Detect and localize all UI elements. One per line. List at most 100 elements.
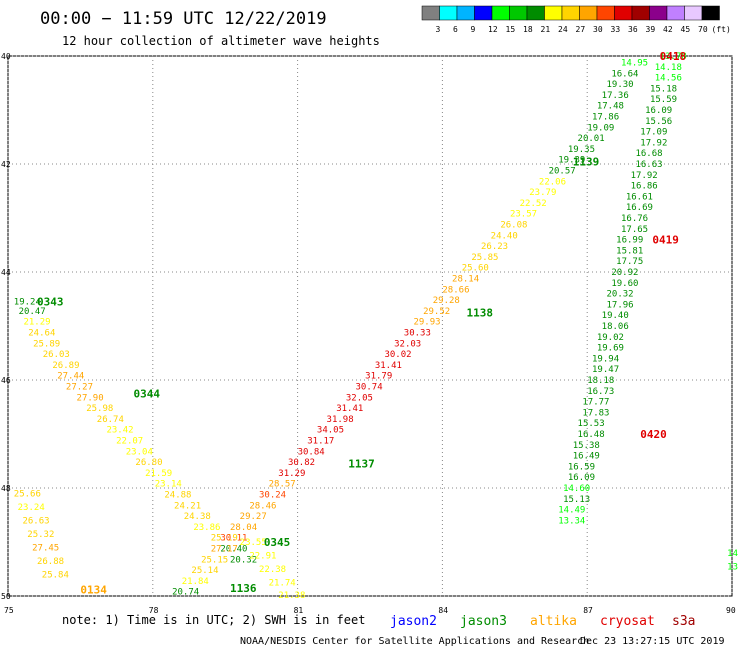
swh-value: 19.69: [597, 344, 624, 354]
colorbar-tick-label: 39: [646, 25, 656, 34]
swh-value: 23.24: [18, 503, 45, 513]
pass-id-label: 0134: [80, 584, 107, 597]
satellite-legend-jason3: jason3: [460, 614, 507, 629]
swh-value: 23.57: [510, 210, 537, 220]
swh-value: 25.15: [201, 555, 228, 565]
swh-value: 25.19: [211, 534, 238, 544]
y-tick-label: 40: [1, 52, 11, 61]
colorbar-tick-label: 33: [611, 25, 621, 34]
colorbar-tick-label: 21: [541, 25, 551, 34]
swh-value: 26.88: [37, 557, 64, 567]
swh-value: 25.66: [14, 489, 41, 499]
pass-id-label: 0344: [133, 388, 160, 401]
swh-value: 20.32: [230, 555, 257, 565]
swh-value: 27.90: [77, 393, 104, 403]
credit-left: NOAA/NESDIS Center for Satellite Applica…: [240, 636, 589, 647]
swh-value: 14.95: [621, 58, 648, 68]
swh-value: 17.83: [582, 408, 609, 418]
chart-subtitle: 12 hour collection of altimeter wave hei…: [62, 34, 380, 48]
swh-value: 31.29: [278, 469, 305, 479]
swh-value: 14.60: [563, 484, 590, 494]
swh-value: 34.05: [317, 426, 344, 436]
swh-value: 19.40: [602, 311, 629, 321]
swh-value: 15.59: [650, 95, 677, 105]
swh-value: 30.33: [404, 328, 431, 338]
swh-value: 21.59: [145, 469, 172, 479]
colorbar-unit-label: (ft): [712, 25, 731, 34]
swh-value: 17.86: [592, 112, 619, 122]
colorbar-swatch: [701, 5, 720, 21]
swh-value: 16.61: [626, 192, 653, 202]
data-points: 19.2420.4721.2924.6425.8926.0326.8927.44…: [14, 52, 738, 601]
colorbar-swatch: [614, 5, 633, 21]
swh-value: 13: [727, 562, 738, 572]
swh-value: 22.91: [249, 552, 276, 562]
swh-value: 17.96: [607, 300, 634, 310]
swh-value: 15.13: [563, 495, 590, 505]
colorbar-tick-label: 18: [523, 25, 533, 34]
swh-value: 26.80: [135, 458, 162, 468]
swh-value: 26.23: [481, 242, 508, 252]
swh-value: 30.82: [288, 458, 315, 468]
swh-value: 16.73: [587, 387, 614, 397]
swh-value: 30.11: [220, 534, 247, 544]
colorbar-tick-label: 70: [698, 25, 708, 34]
colorbar-swatch: [526, 5, 545, 21]
colorbar-tick-label: 36: [628, 25, 638, 34]
swh-value: 30.24: [259, 490, 286, 500]
swh-value: 21.38: [278, 591, 305, 601]
swh-value: 15.56: [645, 117, 672, 127]
colorbar-tick-label: 15: [506, 25, 516, 34]
pass-id-label: 1138: [467, 307, 494, 320]
swh-value: 17.48: [597, 102, 624, 112]
swh-value: 26.03: [43, 350, 70, 360]
swh-value: 16.49: [573, 452, 600, 462]
colorbar-swatch: [491, 5, 510, 21]
pass-id-label: 1137: [348, 458, 375, 471]
swh-value: 23.86: [193, 523, 220, 533]
colorbar-swatch: [666, 5, 685, 21]
swh-value: 25.85: [471, 253, 498, 263]
satellite-legend-cryosat: cryosat: [600, 614, 655, 629]
swh-value: 16.09: [645, 106, 672, 116]
swh-value: 18.18: [587, 376, 614, 386]
swh-value: 24.88: [164, 490, 191, 500]
swh-value: 24.64: [28, 328, 55, 338]
swh-value: 24.21: [174, 501, 201, 511]
swh-value: 31.79: [365, 372, 392, 382]
pass-id-label: 0418: [660, 50, 687, 63]
swh-value: 16.99: [616, 236, 643, 246]
swh-value: 17.36: [602, 91, 629, 101]
colorbar-swatch: [579, 5, 598, 21]
colorbar-tick-label: 45: [681, 25, 691, 34]
swh-value: 25.89: [33, 339, 60, 349]
x-tick-label: 87: [583, 606, 593, 615]
satellite-legend: jason2 jason3 altika cryosat s3a: [390, 614, 695, 629]
y-tick-label: 44: [1, 268, 11, 277]
colorbar-swatch: [421, 5, 440, 21]
pass-id-label: 0345: [264, 536, 291, 549]
swh-value: 14: [727, 549, 738, 559]
swh-value: 23.79: [529, 188, 556, 198]
swh-value: 29.93: [413, 318, 440, 328]
swh-value: 15.53: [578, 419, 605, 429]
swh-value: 32.05: [346, 393, 373, 403]
swh-value: 15.81: [616, 246, 643, 256]
swh-value: 25.14: [191, 566, 218, 576]
x-tick-label: 75: [4, 606, 14, 615]
colorbar-tick-label: 30: [593, 25, 603, 34]
swh-value: 20.57: [549, 166, 576, 176]
colorbar-swatch: [596, 5, 615, 21]
swh-value: 31.17: [307, 436, 334, 446]
swh-value: 16.59: [568, 462, 595, 472]
swh-value: 28.04: [230, 523, 257, 533]
swh-value: 14.56: [655, 74, 682, 84]
swh-value: 29.52: [423, 307, 450, 317]
swh-value: 25.84: [42, 570, 69, 580]
swh-value: 25.60: [462, 264, 489, 274]
swh-value: 19.09: [587, 123, 614, 133]
swh-value: 21.84: [182, 577, 209, 587]
swh-value: 16.68: [635, 149, 662, 159]
swh-value: 27.17: [211, 544, 238, 554]
